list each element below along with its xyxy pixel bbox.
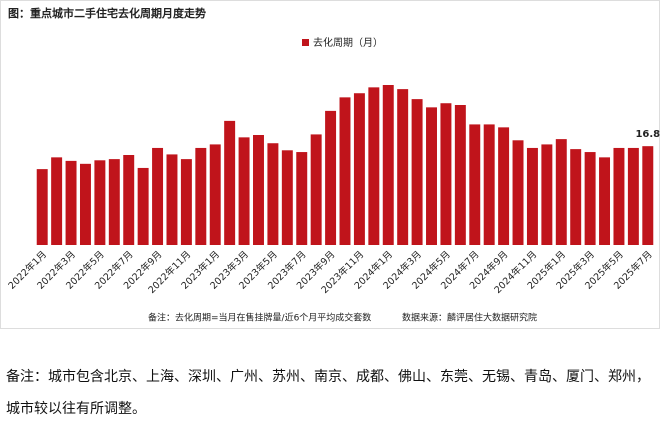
bar bbox=[36, 169, 48, 245]
value-label: 16.8 bbox=[635, 129, 660, 140]
bar bbox=[555, 139, 567, 245]
bar bbox=[483, 124, 495, 245]
bar bbox=[224, 120, 236, 245]
bar bbox=[613, 147, 625, 245]
bar bbox=[411, 99, 423, 245]
source: 数据来源：麟评居住大数据研究院 bbox=[402, 312, 537, 324]
bar bbox=[541, 144, 553, 245]
bar bbox=[440, 103, 452, 245]
note: 备注：城市包含北京、上海、深圳、广州、苏州、南京、成都、佛山、东莞、无锡、青岛、… bbox=[6, 370, 650, 417]
bar bbox=[238, 137, 250, 245]
bar bbox=[570, 149, 582, 245]
bar bbox=[195, 147, 207, 245]
legend-swatch bbox=[302, 39, 309, 46]
bar bbox=[79, 163, 91, 245]
footnote: 备注：去化周期=当月在售挂牌量/近6个月平均成交套数 bbox=[148, 312, 371, 324]
bar bbox=[65, 160, 77, 245]
bar bbox=[368, 87, 380, 246]
bar bbox=[310, 134, 322, 245]
bar bbox=[94, 160, 106, 245]
bar bbox=[123, 155, 135, 245]
bar bbox=[469, 124, 481, 245]
bar bbox=[267, 143, 279, 245]
bar bbox=[253, 135, 264, 245]
bar bbox=[166, 154, 178, 245]
bar bbox=[339, 97, 351, 246]
bar bbox=[209, 144, 221, 245]
bar bbox=[526, 147, 538, 245]
chart: 图：重点城市二手住宅去化周期月度走势 去化周期（月） 备注：去化周期=当月在售挂… bbox=[0, 0, 660, 329]
bar bbox=[353, 93, 365, 245]
bar bbox=[137, 167, 149, 245]
bar bbox=[642, 146, 654, 245]
bar bbox=[180, 159, 192, 245]
bar bbox=[498, 127, 510, 245]
bar bbox=[627, 147, 639, 245]
bar bbox=[426, 107, 437, 246]
bar bbox=[599, 157, 611, 245]
bar bbox=[281, 150, 293, 245]
bar bbox=[382, 85, 394, 245]
bar bbox=[296, 152, 308, 245]
bar bbox=[512, 140, 524, 245]
legend-label: 去化周期（月） bbox=[313, 36, 383, 49]
bar bbox=[454, 105, 466, 245]
bar bbox=[325, 110, 337, 245]
bar bbox=[584, 152, 596, 245]
bar bbox=[152, 147, 164, 245]
bar bbox=[397, 89, 409, 245]
bar bbox=[108, 159, 120, 245]
bar bbox=[51, 157, 63, 245]
chart-title: 图：重点城市二手住宅去化周期月度走势 bbox=[8, 6, 206, 20]
